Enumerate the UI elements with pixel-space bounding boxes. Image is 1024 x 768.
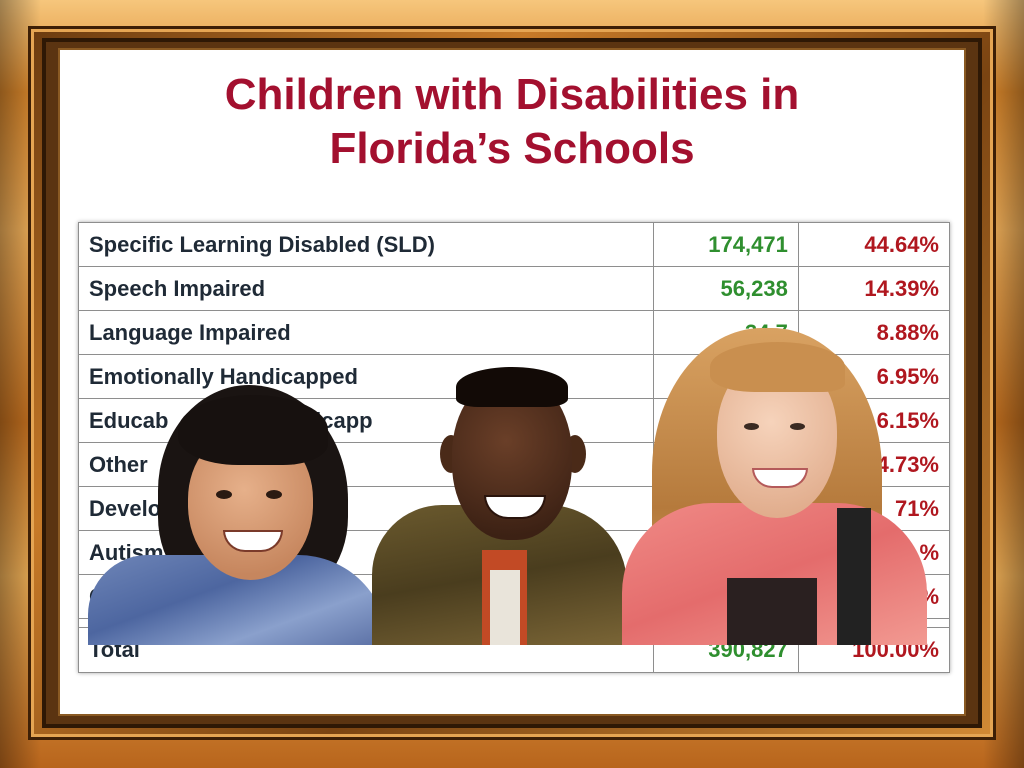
top (727, 578, 817, 645)
teen-girl-photo (622, 328, 927, 645)
t-shirt (490, 570, 520, 645)
table-row: Language Impaired 34,7 8.88% (78, 310, 951, 355)
category-cell: Speech Impaired (78, 266, 654, 311)
category-cell: Language Impaired (78, 310, 654, 355)
count-cell: 56,238 (652, 266, 799, 311)
table-row: Speech Impaired 56,238 14.39% (78, 266, 951, 311)
eye (266, 490, 282, 499)
bangs (178, 395, 328, 465)
boy-photo (372, 365, 627, 645)
percent-cell: 14.39% (797, 266, 951, 311)
backpack-strap (837, 508, 871, 645)
slide-title: Children with Disabilities in Florida’s … (60, 68, 964, 176)
girl-photo (88, 385, 388, 645)
percent-cell: 44.64% (797, 222, 951, 267)
title-line-2: Florida’s Schools (329, 124, 695, 173)
bangs (710, 342, 845, 392)
eye (216, 490, 232, 499)
table-row: Specific Learning Disabled (SLD) 174,471… (78, 222, 951, 267)
eye (744, 423, 759, 430)
category-cell: Specific Learning Disabled (SLD) (78, 222, 654, 267)
title-line-1: Children with Disabilities in (224, 70, 800, 119)
hair (456, 367, 568, 407)
eye (790, 423, 805, 430)
count-cell: 174,471 (652, 222, 799, 267)
